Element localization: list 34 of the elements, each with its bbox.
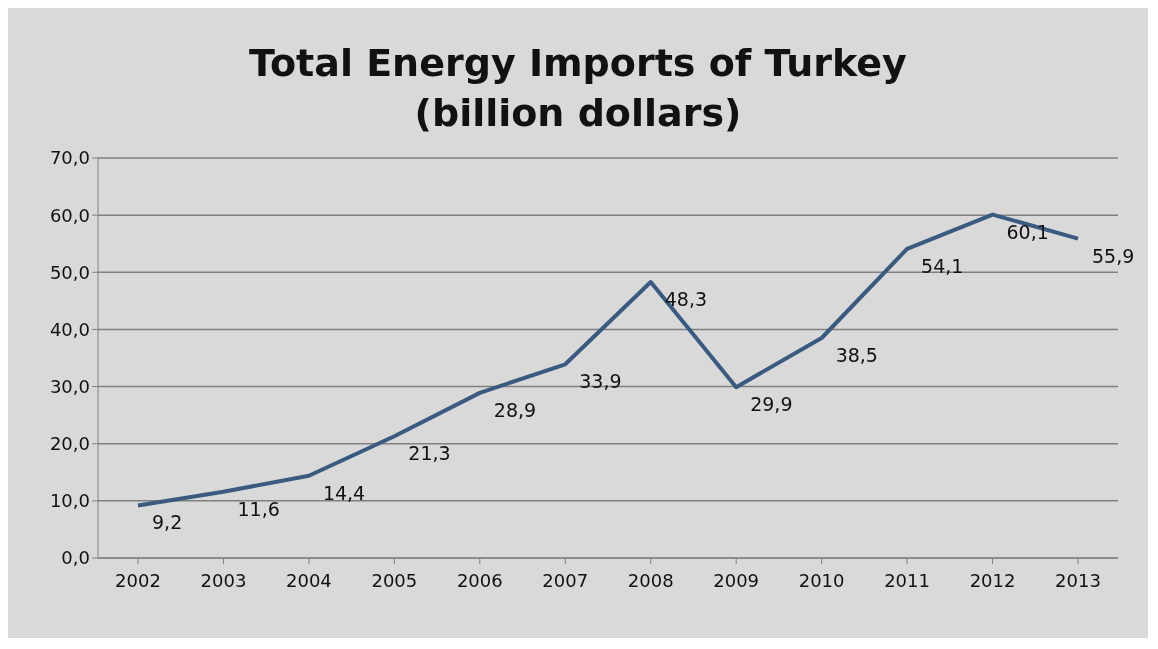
data-label: 9,2 [152,511,183,534]
y-tick-label: 50,0 [49,261,90,283]
y-tick-label: 40,0 [49,318,90,340]
data-label: 33,9 [579,370,622,393]
x-tick-label: 2004 [286,569,332,591]
y-tick-label: 70,0 [49,147,90,169]
y-tick-label: 0,0 [61,547,90,569]
x-tick-label: 2003 [200,569,247,591]
x-tick-label: 2012 [969,569,1016,591]
chart-title: Total Energy Imports of Turkey [248,40,908,87]
x-tick-label: 2006 [456,569,503,591]
data-label: 11,6 [237,497,280,520]
y-tick-label: 30,0 [49,375,90,397]
data-label: 28,9 [493,398,537,421]
x-tick-label: 2002 [115,569,161,591]
x-tick-label: 2009 [713,569,760,591]
x-tick-label: 2010 [798,569,845,591]
data-label: 38,5 [835,344,878,366]
data-label: 48,3 [664,288,708,310]
x-tick-label: 2007 [542,569,589,591]
y-tick-label: 10,0 [49,490,90,512]
x-tick-label: 2011 [884,569,930,591]
y-tick-label: 60,0 [49,204,90,226]
data-label: 60,1 [1006,220,1049,243]
y-tick-label: 20,0 [49,433,90,455]
data-label: 21,3 [408,442,451,465]
x-tick-label: 2013 [1055,569,1101,591]
x-tick-label: 2008 [627,569,674,591]
data-label: 55,9 [1092,244,1135,267]
data-label: 54,1 [921,254,964,277]
data-label: 29,9 [750,393,793,416]
data-label: 14,4 [322,481,366,504]
x-tick-label: 2005 [371,569,418,591]
chart-subtitle: (billion dollars) [413,90,743,137]
